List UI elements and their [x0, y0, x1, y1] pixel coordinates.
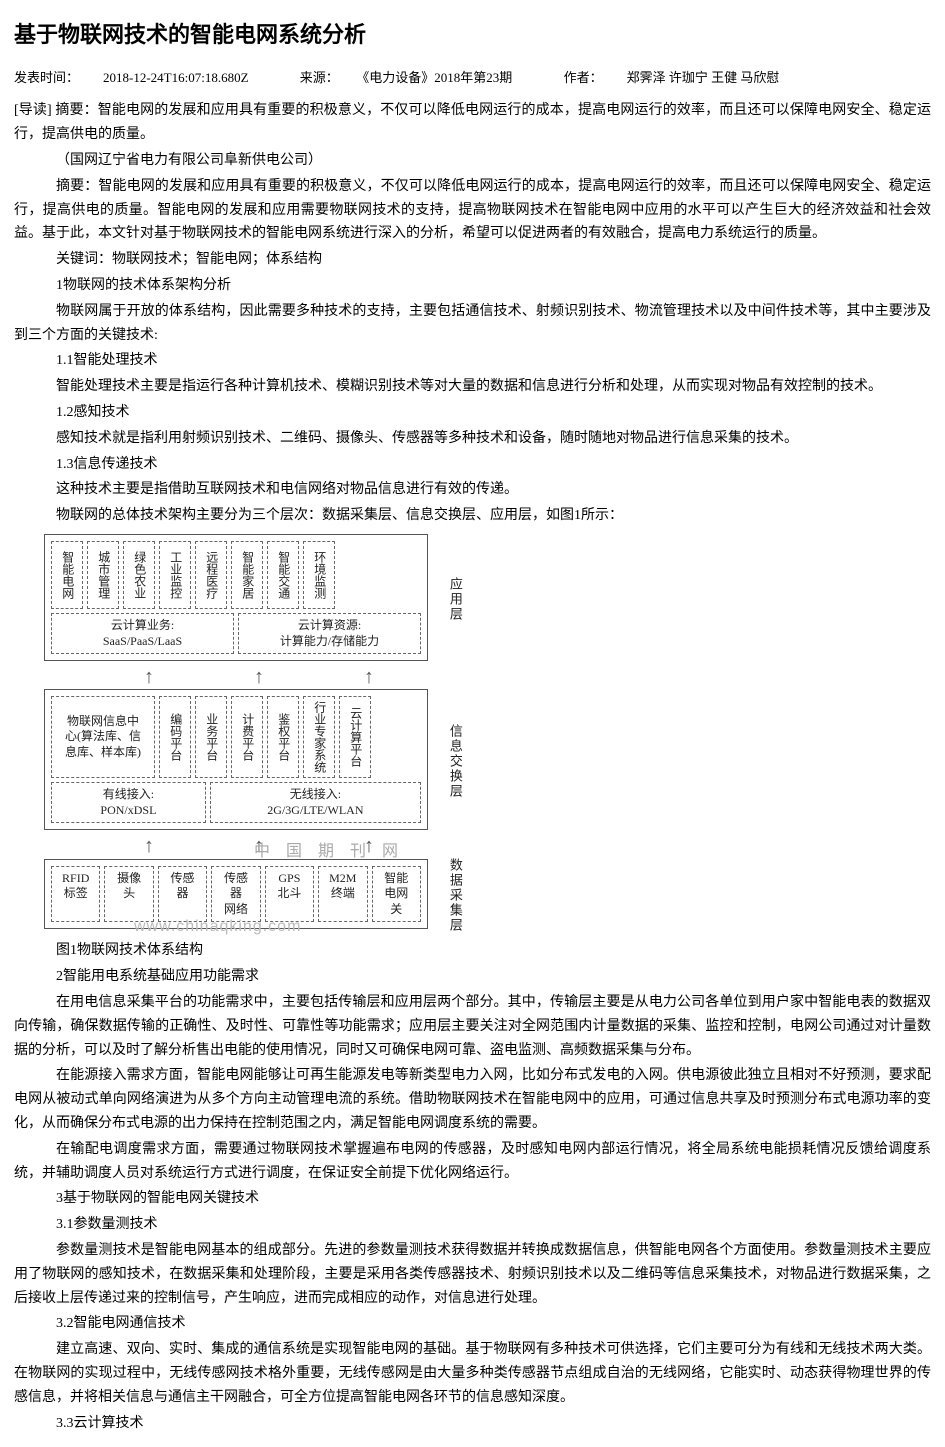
article-title: 基于物联网技术的智能电网系统分析 — [14, 16, 931, 53]
diagram-cell: 城市管理 — [87, 541, 119, 609]
paragraph: 物联网的总体技术架构主要分为三个层次：数据采集层、信息交换层、应用层，如图1所示… — [14, 504, 931, 528]
diagram-cell: 环境监测 — [303, 541, 335, 609]
diagram-cell: 无线接入: 2G/3G/LTE/WLAN — [210, 782, 421, 823]
paragraph: 建立高速、双向、实时、集成的通信系统是实现智能电网的基础。基于物联网有多种技术可… — [14, 1338, 931, 1409]
subsection-heading: 3.1参数量测技术 — [14, 1213, 931, 1237]
layer-label-mid: 信息交换层 — [446, 724, 463, 799]
diagram-cell: 远程医疗 — [195, 541, 227, 609]
diagram-cell: 云计算平台 — [339, 696, 371, 778]
diagram-cell: 传感器 — [158, 866, 207, 923]
subsection-heading: 1.3信息传递技术 — [14, 453, 931, 477]
paragraph: 感知技术就是指利用射频识别技术、二维码、摄像头、传感器等多种技术和设备，随时随地… — [14, 427, 931, 451]
diagram-cell: GPS 北斗 — [265, 866, 314, 923]
section-heading: 2智能用电系统基础应用功能需求 — [14, 965, 931, 989]
paragraph: 在能源接入需求方面，智能电网能够让可再生能源发电等新类型电力入网，比如分布式发电… — [14, 1064, 931, 1135]
subsection-heading: 1.1智能处理技术 — [14, 349, 931, 373]
keywords: 关键词：物联网技术；智能电网；体系结构 — [14, 248, 931, 272]
diagram-cell: 业务平台 — [195, 696, 227, 778]
diagram-cell: 云计算业务: SaaS/PaaS/LaaS — [51, 613, 234, 654]
section-heading: 3基于物联网的智能电网关键技术 — [14, 1187, 931, 1211]
subsection-heading: 1.2感知技术 — [14, 401, 931, 425]
paragraph: 在输配电调度需求方面，需要通过物联网技术掌握遍布电网的传感器，及时感知电网内部运… — [14, 1138, 931, 1186]
diagram-arrows: ↑↑↑ — [44, 667, 474, 687]
watermark-url: www.chinaqking.com — [134, 917, 301, 938]
lead-paragraph: [导读] 摘要：智能电网的发展和应用具有重要的积极意义，不仅可以降低电网运行的成… — [14, 99, 931, 147]
paragraph: 参数量测技术是智能电网基本的组成部分。先进的参数量测技术获得数据并转换成数据信息… — [14, 1239, 931, 1310]
diagram-cell: 摄像头 — [104, 866, 153, 923]
paragraph: 这种技术主要是指借助互联网技术和电信网络对物品信息进行有效的传递。 — [14, 478, 931, 502]
layer-label-data: 数据采集层 — [446, 858, 463, 933]
paragraph: 物联网属于开放的体系结构，因此需要多种技术的支持，主要包括通信技术、射频识别技术… — [14, 300, 931, 348]
architecture-diagram: 智能电网城市管理绿色农业工业监控远程医疗智能家居智能交通环境监测 云计算业务: … — [44, 534, 474, 933]
diagram-cell: 工业监控 — [159, 541, 191, 609]
diagram-cell: 传感器 网络 — [211, 866, 260, 923]
diagram-cell: 计费平台 — [231, 696, 263, 778]
diagram-cell: 物联网信息中 心(算法库、信 息库、样本库) — [51, 696, 155, 778]
paragraph: 在用电信息采集平台的功能需求中，主要包括传输层和应用层两个部分。其中，传输层主要… — [14, 991, 931, 1062]
layer-label-app: 应用层 — [446, 577, 463, 622]
figure-caption: 图1物联网技术体系结构 — [14, 939, 931, 963]
diagram-cell: 有线接入: PON/xDSL — [51, 782, 206, 823]
abstract: 摘要：智能电网的发展和应用具有重要的积极意义，不仅可以降低电网运行的成本，提高电… — [14, 175, 931, 246]
subsection-heading: 3.2智能电网通信技术 — [14, 1312, 931, 1336]
diagram-cell: 绿色农业 — [123, 541, 155, 609]
subsection-heading: 3.3云计算技术 — [14, 1412, 931, 1436]
diagram-cell: 智能 电网关 — [372, 866, 421, 923]
diagram-cell: 云计算资源: 计算能力/存储能力 — [238, 613, 421, 654]
watermark-text: 中 国 期 刊 网 — [254, 842, 404, 863]
article-meta: 发表时间：2018-12-24T16:07:18.680Z 来源：《电力设备》2… — [14, 67, 931, 89]
diagram-cell: M2M 终端 — [318, 866, 367, 923]
diagram-cell: 行业专家系统 — [303, 696, 335, 778]
affiliation: （国网辽宁省电力有限公司阜新供电公司） — [14, 149, 931, 173]
diagram-cell: 智能家居 — [231, 541, 263, 609]
paragraph: 智能处理技术主要是指运行各种计算机技术、模糊识别技术等对大量的数据和信息进行分析… — [14, 375, 931, 399]
diagram-cell: RFID 标签 — [51, 866, 100, 923]
diagram-cell: 智能电网 — [51, 541, 83, 609]
diagram-cell: 智能交通 — [267, 541, 299, 609]
diagram-cell: 编码平台 — [159, 696, 191, 778]
diagram-cell: 鉴权平台 — [267, 696, 299, 778]
section-heading: 1物联网的技术体系架构分析 — [14, 274, 931, 298]
